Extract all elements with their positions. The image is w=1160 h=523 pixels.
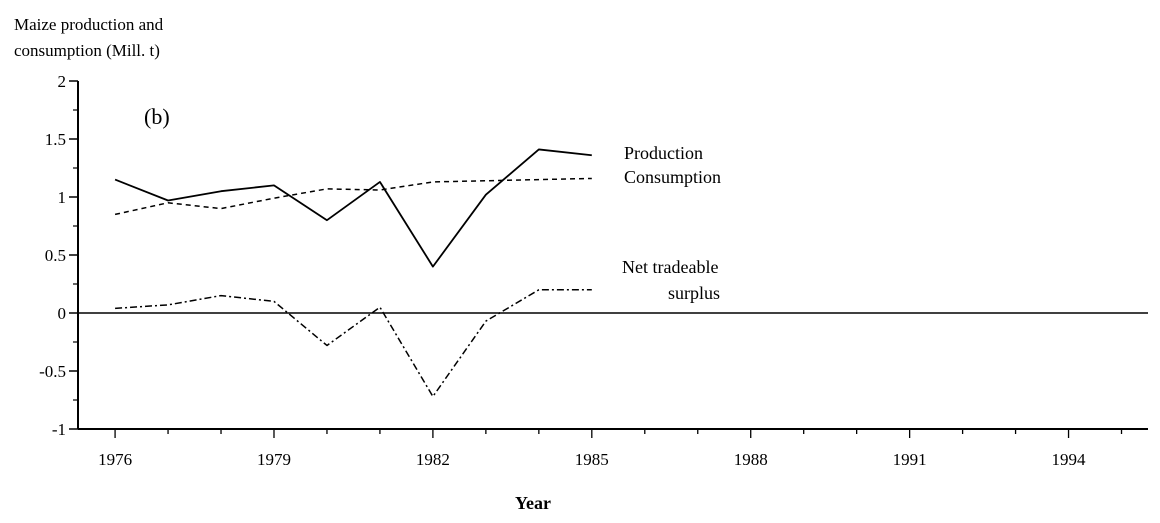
production-line	[114, 148, 592, 268]
x-tick-label: 1985	[575, 450, 609, 469]
plot-layer: -1 -0.5 0 0.5 1 1.5 2 1976 1979 1982 1985 1988 1991 1…	[39, 72, 1148, 469]
consumption-label: Consumption	[624, 167, 721, 187]
y-tick-label: 1.5	[45, 130, 66, 149]
y-tick-label: 1	[58, 188, 67, 207]
net-surplus-label-line-2: surplus	[668, 283, 720, 303]
x-tick-label: 1991	[893, 450, 927, 469]
y-tick-label: -0.5	[39, 362, 66, 381]
y-tick-label: -1	[52, 420, 66, 439]
panel-label: (b)	[144, 104, 170, 129]
net-surplus-label-line-1: Net tradeable	[622, 257, 718, 277]
x-tick-label: 1988	[734, 450, 768, 469]
y-axis-title-line-1: Maize production and	[14, 15, 164, 34]
net-tradeable-surplus-line	[115, 289, 592, 398]
x-tick-label: 1976	[98, 450, 132, 469]
y-tick-label: 0.5	[45, 246, 66, 265]
production-label: Production	[624, 143, 703, 163]
x-tick-label: 1994	[1052, 450, 1087, 469]
y-axis-title-line-2: consumption (Mill. t)	[14, 41, 160, 60]
x-tick-label: 1979	[257, 450, 291, 469]
x-axis-title: Year	[515, 493, 551, 513]
x-tick-label: 1982	[416, 450, 450, 469]
y-tick-label: 2	[58, 72, 67, 91]
y-tick-label: 0	[58, 304, 67, 323]
